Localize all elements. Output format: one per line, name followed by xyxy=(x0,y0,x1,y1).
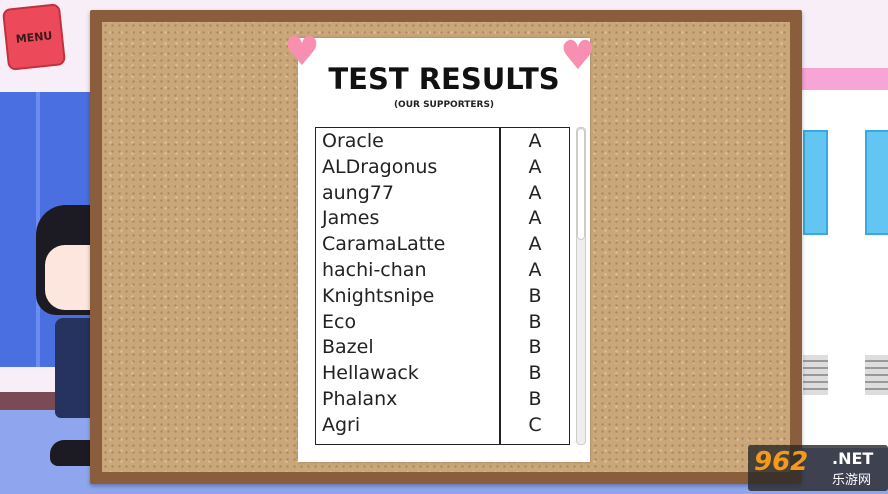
result-row: aung77 A xyxy=(316,182,569,208)
character-shoe xyxy=(50,440,92,466)
supporter-name: Bazel xyxy=(322,336,374,359)
supporter-name: James xyxy=(322,207,380,230)
wall-trim xyxy=(800,68,888,90)
grade: A xyxy=(528,259,542,281)
supporter-name: Knightsnipe xyxy=(322,284,435,307)
result-row: hachi-chan A xyxy=(316,259,569,285)
supporter-name: Agri xyxy=(322,413,361,436)
column-divider xyxy=(499,128,501,444)
window xyxy=(865,130,888,235)
result-row: Oracle A xyxy=(316,130,569,156)
result-row: Agri C xyxy=(316,414,569,440)
heart-icon: ♥ xyxy=(284,29,320,75)
grade: B xyxy=(528,388,542,410)
grade: A xyxy=(528,130,542,152)
supporter-name: Oracle xyxy=(322,130,384,152)
supporter-name: aung77 xyxy=(322,181,394,204)
supporter-name: ALDragonus xyxy=(322,155,438,178)
supporter-name: Eco xyxy=(322,310,357,333)
supporter-name: Phalanx xyxy=(322,388,398,410)
grade: B xyxy=(528,336,542,359)
result-row: CaramaLatte A xyxy=(316,233,569,259)
scrollbar[interactable] xyxy=(576,127,586,445)
grade: A xyxy=(528,233,542,256)
vent xyxy=(803,355,828,395)
result-row: Phalanx B xyxy=(316,388,569,414)
result-row: Eco B xyxy=(316,311,569,337)
supporter-name: Hellawack xyxy=(322,362,419,385)
scrollbar-thumb[interactable] xyxy=(577,128,585,240)
grade: B xyxy=(528,310,542,333)
sheet-title: TEST RESULTS xyxy=(328,62,560,96)
window xyxy=(803,130,828,235)
heart-icon: ♥ xyxy=(560,33,596,79)
result-row: Hellawack B xyxy=(316,362,569,388)
supporter-name: hachi-chan xyxy=(322,259,427,281)
supporter-name: CaramaLatte xyxy=(322,233,446,256)
grade: A xyxy=(528,155,542,178)
menu-label: MENU xyxy=(15,28,53,46)
grade: B xyxy=(528,284,542,307)
menu-button[interactable]: MENU xyxy=(1,3,67,71)
grade: A xyxy=(528,181,542,204)
character-face xyxy=(45,245,92,310)
result-row: James A xyxy=(316,207,569,233)
result-row: Bazel B xyxy=(316,336,569,362)
grade: B xyxy=(528,362,542,385)
result-row: Knightsnipe B xyxy=(316,285,569,311)
result-row: ALDragonus A xyxy=(316,156,569,182)
character-uniform xyxy=(55,318,93,418)
vent xyxy=(865,355,888,395)
test-results-sheet: ♥ ♥ TEST RESULTS (OUR SUPPORTERS) Oracle… xyxy=(284,32,596,462)
grade: C xyxy=(528,413,542,436)
sheet-subtitle: (OUR SUPPORTERS) xyxy=(393,100,495,110)
watermark-logo: 962 .NET 乐游网 xyxy=(748,445,888,491)
grade: A xyxy=(528,207,542,230)
